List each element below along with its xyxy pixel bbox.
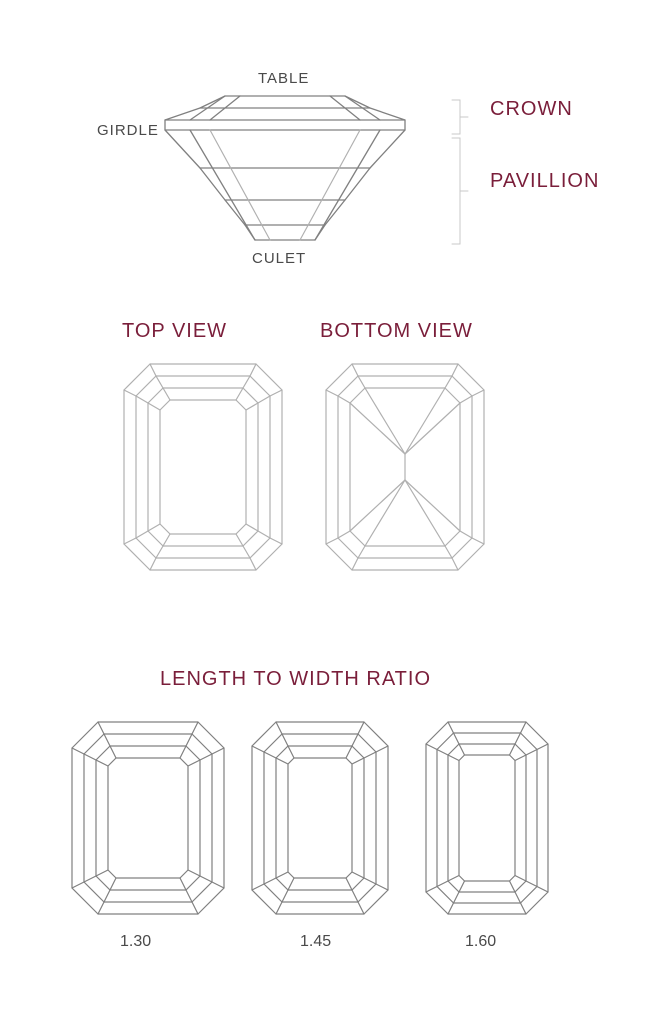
diamond-top-view-diagram: [118, 358, 288, 576]
diamond-side-profile-diagram: [155, 90, 415, 250]
label-girdle: GIRDLE: [97, 122, 159, 139]
diamond-bottom-view-diagram: [320, 358, 490, 576]
ratio-label-130: 1.30: [120, 933, 151, 951]
ratio-diagram-130: [68, 718, 228, 918]
ratio-diagram-160: [422, 718, 552, 918]
label-table: TABLE: [258, 70, 309, 87]
diamond-plan-views-section: TOP VIEW BOTTOM VIEW: [0, 320, 656, 600]
ratio-label-160: 1.60: [465, 933, 496, 951]
diamond-side-profile-section: TABLE GIRDLE CULET CROWN PAVILLION: [0, 70, 656, 290]
ratio-label-145: 1.45: [300, 933, 331, 951]
length-width-ratio-section: LENGTH TO WIDTH RATIO 1.30 1.45 1.60: [0, 668, 656, 1008]
label-crown: CROWN: [490, 98, 573, 121]
heading-top-view: TOP VIEW: [122, 320, 227, 343]
heading-ratio: LENGTH TO WIDTH RATIO: [160, 668, 431, 691]
section-bracket-indicator: [450, 94, 474, 254]
heading-bottom-view: BOTTOM VIEW: [320, 320, 473, 343]
label-pavillion: PAVILLION: [490, 170, 599, 193]
ratio-diagram-145: [248, 718, 392, 918]
label-culet: CULET: [252, 250, 306, 267]
